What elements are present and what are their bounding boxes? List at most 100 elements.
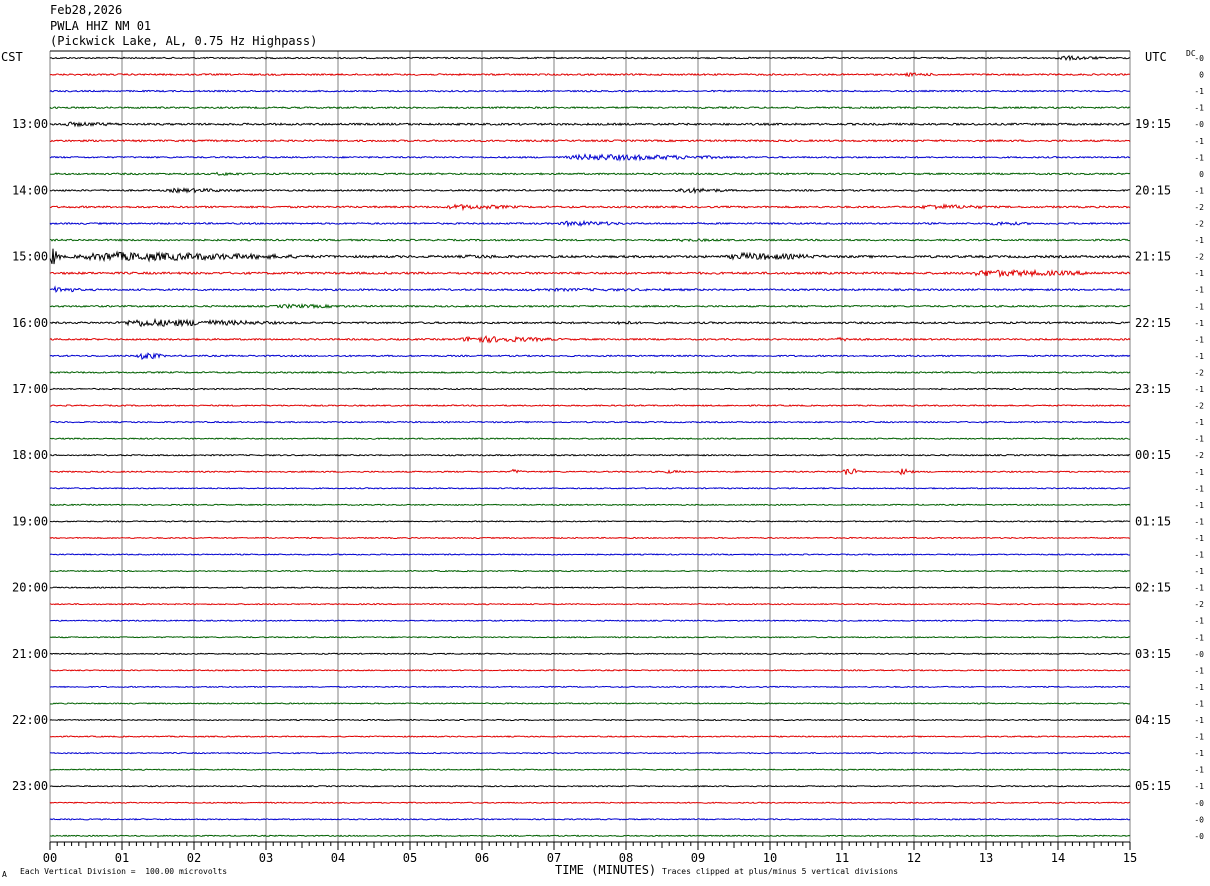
right-hour-label: 21:15 [1135, 250, 1171, 264]
plot-date: Feb28,2026 [50, 3, 123, 17]
x-tick-label: 08 [619, 851, 633, 865]
right-hour-label: 00:15 [1135, 448, 1171, 462]
trace-row-45 [49, 801, 1131, 804]
dc-offset-value: -2 [1194, 600, 1204, 609]
row-labels: 13:00 14:00 15:00 16:00 17:00 18:00 19:00 20:00… [12, 54, 1204, 841]
dc-offset-value: -1 [1194, 766, 1204, 775]
trace-row-36 [49, 652, 1131, 656]
dc-offset-value: -1 [1194, 782, 1204, 791]
x-tick-label: 13 [979, 851, 993, 865]
minute-gridlines [49, 50, 1131, 842]
trace-row-1 [49, 71, 1131, 78]
dc-offset-value: -1 [1194, 666, 1204, 675]
scale-note: Each Vertical Division = 100.00 microvol… [20, 867, 228, 876]
dc-offset-value: -1 [1194, 236, 1204, 245]
station-code: PWLA HHZ NM 01 [50, 19, 152, 33]
right-hour-label: 23:15 [1135, 382, 1171, 396]
left-hour-label: 18:00 [12, 448, 48, 462]
dc-offset-value: -1 [1194, 319, 1204, 328]
right-timezone-label: UTC [1145, 50, 1167, 64]
trace-row-4 [49, 121, 1131, 128]
trace-row-43 [49, 768, 1131, 771]
trace-row-11 [49, 238, 1131, 243]
right-hour-label: 04:15 [1135, 713, 1171, 727]
dc-offset-value: -0 [1194, 815, 1204, 824]
dc-offset-value: -1 [1194, 733, 1204, 742]
trace-row-27 [49, 503, 1131, 507]
trace-row-6 [49, 153, 1131, 162]
right-hour-label: 19:15 [1135, 117, 1171, 131]
left-hour-label: 13:00 [12, 117, 48, 131]
left-timezone-label: CST [1, 50, 23, 64]
dc-offset-value: -1 [1194, 749, 1204, 758]
trace-row-0 [49, 54, 1131, 62]
x-tick-label: 12 [907, 851, 921, 865]
left-hour-label: 23:00 [12, 779, 48, 793]
dc-offset-value: -1 [1194, 352, 1204, 361]
right-hour-label: 01:15 [1135, 514, 1171, 528]
trace-row-40 [49, 718, 1131, 722]
trace-row-34 [49, 619, 1131, 622]
right-hour-label: 02:15 [1135, 581, 1171, 595]
dc-offset-value: -1 [1194, 269, 1204, 278]
dc-offset-value: -1 [1194, 534, 1204, 543]
dc-offset-value: -1 [1194, 484, 1204, 493]
trace-row-32 [49, 586, 1131, 589]
dc-offset-value: -0 [1194, 799, 1204, 808]
x-tick-label: 05 [403, 851, 417, 865]
trace-row-14 [49, 285, 1131, 293]
trace-row-33 [49, 602, 1131, 606]
trace-row-2 [49, 89, 1131, 93]
trace-row-20 [49, 387, 1131, 391]
footer-marker: A [2, 870, 7, 879]
trace-row-3 [49, 106, 1131, 110]
trace-row-8 [49, 186, 1131, 195]
trace-row-47 [49, 834, 1131, 838]
dc-offset-value: -0 [1194, 650, 1204, 659]
trace-row-30 [49, 553, 1131, 556]
dc-offset-value: -1 [1194, 633, 1204, 642]
x-tick-label: 14 [1051, 851, 1065, 865]
trace-row-37 [49, 669, 1131, 672]
dc-offset-value: -1 [1194, 335, 1204, 344]
x-axis: 00 01 02 03 04 05 06 07 08 09 10 11 12 13 14 15 [43, 841, 1137, 865]
trace-row-7 [49, 171, 1131, 177]
x-axis-title: TIME (MINUTES) [555, 863, 657, 877]
dc-offset-value: 0 [1199, 170, 1204, 179]
trace-row-9 [49, 203, 1131, 212]
dc-offset-value: 0 [1199, 71, 1204, 80]
dc-offset-value: -1 [1194, 551, 1204, 560]
dc-offset-value: -2 [1194, 253, 1204, 262]
right-hour-label: 05:15 [1135, 779, 1171, 793]
trace-row-44 [49, 784, 1131, 788]
x-tick-label: 02 [187, 851, 201, 865]
x-tick-label: 10 [763, 851, 777, 865]
x-tick-label: 11 [835, 851, 849, 865]
trace-row-26 [49, 487, 1131, 490]
trace-row-10 [49, 219, 1131, 228]
trace-row-12 [49, 248, 1131, 265]
trace-row-19 [49, 370, 1131, 375]
trace-row-21 [49, 404, 1131, 407]
trace-row-41 [49, 735, 1131, 738]
trace-row-29 [49, 536, 1131, 540]
x-tick-label: 07 [547, 851, 561, 865]
dc-offset-value: -1 [1194, 567, 1204, 576]
dc-offset-value: -1 [1194, 286, 1204, 295]
dc-offset-value: -1 [1194, 501, 1204, 510]
trace-row-5 [49, 138, 1131, 143]
x-tick-label: 09 [691, 851, 705, 865]
trace-row-39 [49, 702, 1131, 705]
dc-offset-value: -1 [1194, 186, 1204, 195]
dc-offset-value: -0 [1194, 54, 1204, 63]
dc-offset-value: -1 [1194, 468, 1204, 477]
trace-row-31 [49, 569, 1131, 573]
dc-offset-value: -0 [1194, 120, 1204, 129]
dc-offset-value: -1 [1194, 302, 1204, 311]
trace-row-28 [49, 520, 1131, 523]
dc-offset-value: -1 [1194, 517, 1204, 526]
left-hour-label: 19:00 [12, 514, 48, 528]
trace-row-22 [49, 420, 1131, 424]
dc-offset-value: -2 [1194, 451, 1204, 460]
